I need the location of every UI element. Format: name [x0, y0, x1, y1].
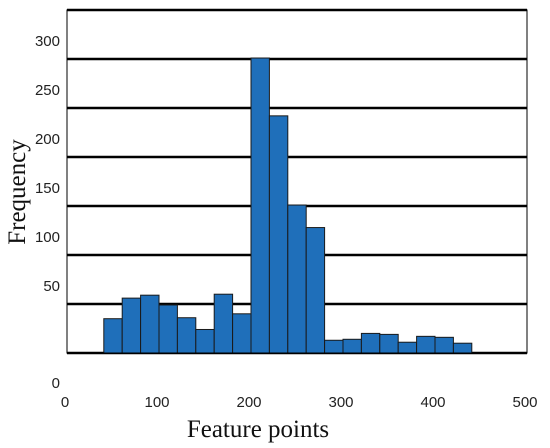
x-tick-label-400: 400 [420, 394, 445, 411]
y-tick-label-150: 150 [35, 180, 60, 197]
x-tick-label-500: 500 [512, 394, 537, 411]
y-axis-label: Frequency [4, 139, 31, 245]
histogram-bar-10 [287, 204, 307, 354]
histogram-bar-2 [140, 294, 160, 354]
y-tick-label-250: 250 [35, 82, 60, 99]
x-tick-label-100: 100 [144, 394, 169, 411]
tick-labels: 0 50 100 150 200 250 300 350 0 100 200 300 400 500 [35, 0, 538, 411]
x-tick-label-300: 300 [328, 394, 353, 411]
y-tick-label-0: 0 [52, 375, 60, 392]
histogram-bar-5 [195, 328, 215, 354]
y-tick-label-300: 300 [35, 33, 60, 50]
histogram-bar-13 [342, 338, 362, 354]
histogram-bar-6 [213, 293, 234, 354]
histogram-bar-11 [305, 227, 326, 354]
histogram-bar-8 [250, 57, 270, 354]
histogram-bar-12 [324, 339, 344, 354]
plot-frame [66, 9, 528, 354]
y-tick-label-200: 200 [35, 131, 60, 148]
x-tick-label-200: 200 [236, 394, 261, 411]
x-axis-label: Feature points [187, 416, 329, 443]
histogram-bar-14 [360, 332, 381, 354]
histogram-bar-4 [176, 317, 197, 354]
histogram-bar-16 [397, 341, 418, 354]
histogram-bar-17 [416, 335, 436, 354]
y-tick-label-100: 100 [35, 229, 60, 246]
y-tick-label-50: 50 [43, 278, 60, 295]
histogram-bar-19 [452, 342, 473, 354]
histogram-bar-1 [121, 297, 142, 354]
y-tick-label-350: 350 [35, 0, 60, 1]
histogram-bar-7 [232, 313, 252, 354]
histogram-bar-18 [434, 336, 454, 354]
histogram-bar-9 [268, 115, 289, 354]
histogram-bar-15 [379, 333, 399, 354]
histogram-bar-0 [103, 318, 123, 354]
histogram-bar-3 [158, 304, 178, 354]
x-tick-label-0: 0 [61, 394, 69, 411]
